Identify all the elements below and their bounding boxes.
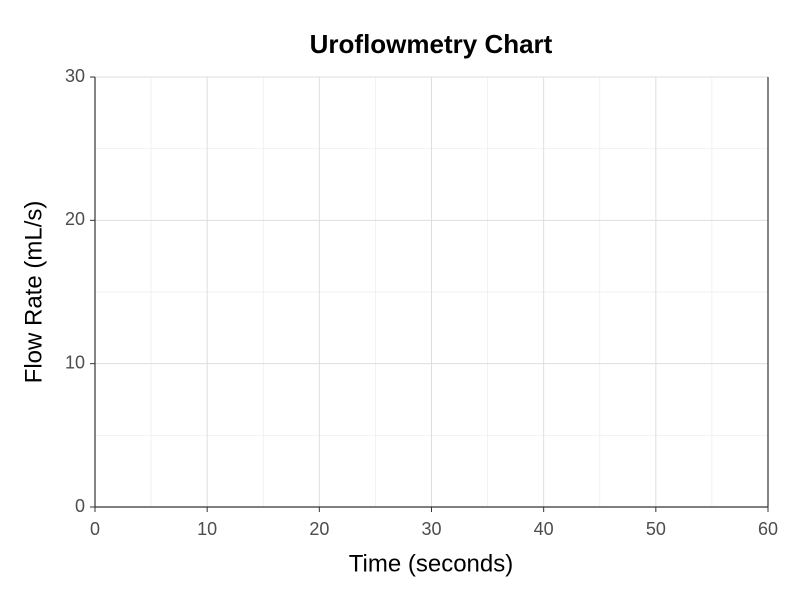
x-tick-label: 10 [197,519,217,539]
grid [94,76,769,508]
y-tick-label: 10 [65,352,85,372]
x-tick-label: 0 [90,519,100,539]
axes: 0 10 20 30 40 50 60 0 10 20 30 [65,66,778,539]
x-tick-label: 20 [309,519,329,539]
y-tick-label: 0 [75,496,85,516]
x-tick-label: 50 [646,519,666,539]
chart-title: Uroflowmetry Chart [310,29,553,59]
y-axis-label: Flow Rate (mL/s) [20,201,47,384]
x-tick-label: 40 [534,519,554,539]
y-tick-label: 30 [65,66,85,86]
x-axis-label: Time (seconds) [349,550,513,577]
y-tick-label: 20 [65,209,85,229]
x-tick-label: 30 [421,519,441,539]
x-tick-label: 60 [758,519,778,539]
